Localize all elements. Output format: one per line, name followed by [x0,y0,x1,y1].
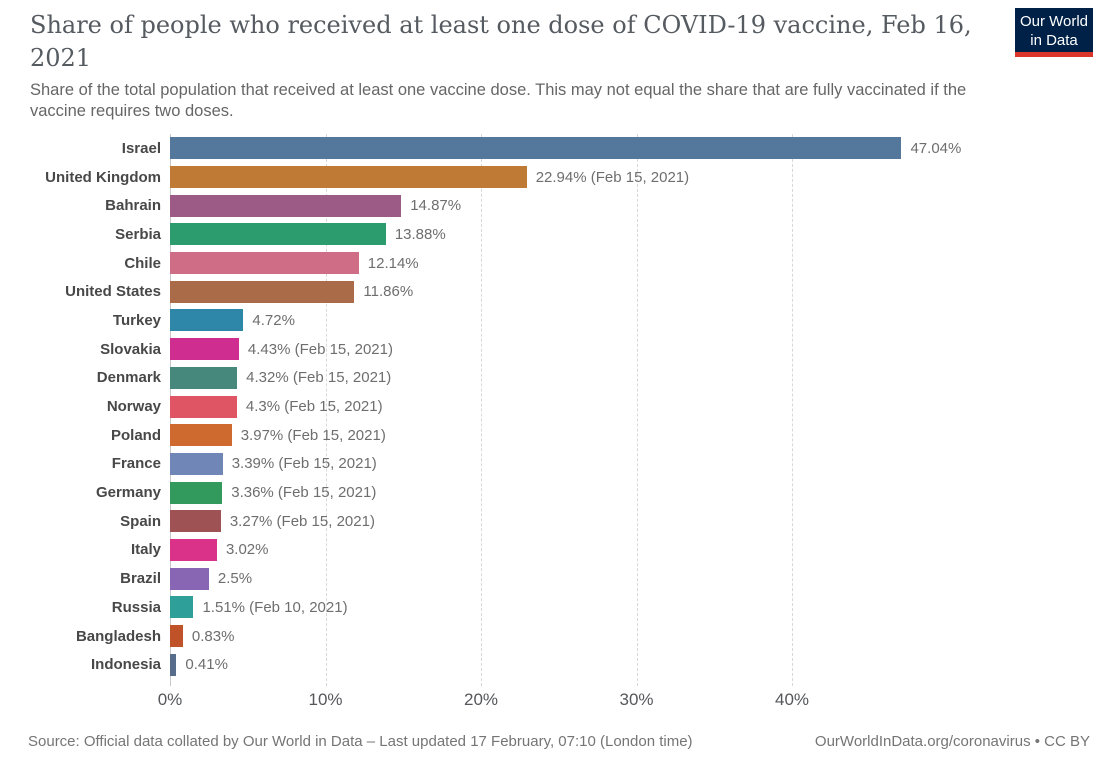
source-note: Source: Official data collated by Our Wo… [28,733,693,750]
bar[interactable] [170,137,902,160]
bar[interactable] [170,338,239,361]
value-label: 3.39% (Feb 15, 2021) [231,455,377,473]
value-label: 0.83% [191,627,235,645]
bar-row: Russia 1.51% (Feb 10, 2021) [0,593,1100,622]
bar-row: Serbia 13.88% [0,220,1100,249]
country-label: Serbia [115,225,161,243]
owid-logo-line1: Our World [1019,13,1089,30]
x-tick-label: 10% [308,690,343,709]
bar[interactable] [170,166,527,189]
bar[interactable] [170,280,355,303]
country-label: Russia [111,598,161,616]
value-label: 12.14% [367,254,419,272]
value-label: 13.88% [394,225,446,243]
value-label: 4.72% [252,311,295,329]
country-label: Bahrain [105,197,161,215]
value-label: 4.3% (Feb 15, 2021) [245,398,383,416]
bar-row: Turkey 4.72% [0,306,1100,335]
bar[interactable] [170,538,217,561]
value-label: 2.5% [217,570,253,588]
x-axis: 0% 10% 20% 30% 40% [0,690,1100,712]
country-label: Norway [106,398,161,416]
bar-row: France 3.39% (Feb 15, 2021) [0,450,1100,479]
bar[interactable] [170,567,209,590]
value-label: 11.86% [363,283,414,301]
value-label: 47.04% [910,139,962,157]
country-label: France [111,455,161,473]
value-label: 3.27% (Feb 15, 2021) [229,512,375,530]
bar-row: United States 11.86% [0,277,1100,306]
bar[interactable] [170,424,232,447]
bar[interactable] [170,510,221,533]
gridline [792,134,793,686]
value-label: 0.41% [185,656,228,674]
bar-chart: Israel 47.04% United Kingdom 22.94% (Feb 15… [0,134,1100,686]
bar-row: Brazil 2.5% [0,564,1100,593]
country-label: Poland [110,426,161,444]
bar-row: Italy 3.02% [0,536,1100,565]
value-label: 3.97% (Feb 15, 2021) [240,426,386,444]
chart-footer: Source: Official data collated by Our Wo… [28,733,1090,750]
bar[interactable] [170,252,359,275]
gridline [325,134,327,686]
gridline [636,134,638,686]
country-label: Denmark [96,369,161,387]
value-label: 22.94% (Feb 15, 2021) [535,168,690,186]
chart-title: Share of people who received at least on… [30,11,972,72]
bar[interactable] [170,596,194,619]
gridline [481,134,482,686]
country-label: United States [65,283,161,301]
country-label: Turkey [112,311,161,329]
bar[interactable] [170,309,244,332]
bar-row: Israel 47.04% [0,134,1100,163]
bar-row: Spain 3.27% (Feb 15, 2021) [0,507,1100,536]
x-tick-label: 30% [619,690,654,709]
x-tick-label: 20% [463,690,499,709]
country-label: Italy [130,541,161,559]
bar-row: Germany 3.36% (Feb 15, 2021) [0,478,1100,507]
value-label: 1.51% (Feb 10, 2021) [202,598,348,616]
bar[interactable] [170,653,177,676]
bar[interactable] [170,194,402,217]
bar-row: Indonesia 0.41% [0,650,1100,679]
chart-subtitle: Share of the total population that recei… [30,81,967,120]
owid-logo[interactable]: Our World in Data [1015,8,1093,57]
country-label: Slovakia [100,340,161,358]
value-label: 4.43% (Feb 15, 2021) [247,340,393,358]
country-label: Brazil [120,570,161,588]
country-label: Germany [95,484,161,502]
bar[interactable] [170,452,223,475]
bar-rows: Israel 47.04% United Kingdom 22.94% (Feb 15… [0,134,1100,686]
country-label: Indonesia [90,656,161,674]
bar-row: Poland 3.97% (Feb 15, 2021) [0,421,1100,450]
bar[interactable] [170,366,238,389]
value-label: 3.36% (Feb 15, 2021) [231,484,377,502]
country-label: Israel [121,139,161,157]
bar[interactable] [170,481,223,504]
value-label: 14.87% [410,197,462,215]
country-label: Chile [124,254,161,272]
x-tick-label: 40% [774,690,810,709]
value-label: 4.32% (Feb 15, 2021) [246,369,392,387]
bar[interactable] [170,625,183,648]
bar[interactable] [170,223,386,246]
bar-row: Chile 12.14% [0,249,1100,278]
bar-row: Slovakia 4.43% (Feb 15, 2021) [0,335,1100,364]
bar-row: United Kingdom 22.94% (Feb 15, 2021) [0,163,1100,192]
bar[interactable] [170,395,237,418]
country-label: United Kingdom [45,168,161,186]
value-label: 3.02% [225,541,269,559]
bar-row: Denmark 4.32% (Feb 15, 2021) [0,364,1100,393]
bar-row: Bangladesh 0.83% [0,622,1100,651]
bar-row: Norway 4.3% (Feb 15, 2021) [0,392,1100,421]
owid-logo-line2: in Data [1030,32,1078,49]
bar-row: Bahrain 14.87% [0,191,1100,220]
country-label: Spain [120,512,161,530]
country-label: Bangladesh [75,627,161,645]
x-tick-label: 0% [157,690,183,709]
attribution-link[interactable]: OurWorldInData.org/coronavirus • CC BY [814,733,1090,750]
